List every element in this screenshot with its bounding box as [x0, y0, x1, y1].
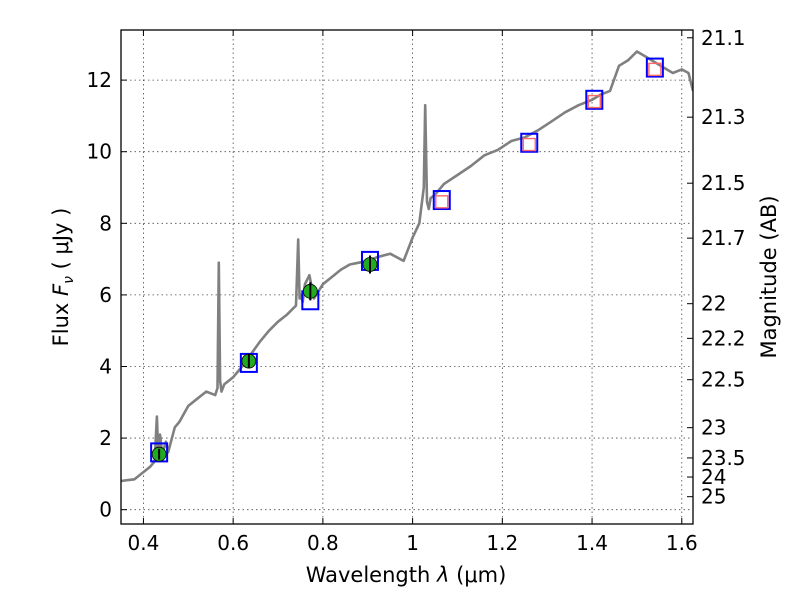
x-tick-label: 0.8 [307, 531, 339, 555]
y-axis-ticks: 0 2 4 6 8 10 12 [87, 68, 127, 522]
x-axis-ticks: 0.4 0.6 0.8 1 1.2 1.4 1.6 [128, 30, 698, 555]
y-tick-label: 0 [99, 498, 112, 522]
x-tick-label: 1.2 [486, 531, 518, 555]
y-tick-label: 4 [99, 354, 112, 378]
grid [121, 30, 693, 524]
x-tick-label: 0.4 [128, 531, 160, 555]
y-tick-label: 8 [99, 211, 112, 235]
x-tick-label: 1.4 [576, 531, 608, 555]
x-tick-label: 0.6 [217, 531, 249, 555]
right-tick-label: 22.5 [701, 368, 746, 392]
right-tick-label: 21.1 [701, 26, 746, 50]
axes-frame [120, 29, 694, 525]
x-tick-label: 1 [406, 531, 419, 555]
right-tick-label: 22.2 [701, 326, 746, 350]
right-tick-label: 21.5 [701, 171, 746, 195]
model-point [520, 132, 539, 153]
right-tick-label: 23 [701, 416, 726, 440]
x-tick-label: 1.6 [666, 531, 698, 555]
observed-nir-point [435, 195, 449, 209]
spectrum-line [121, 50, 693, 483]
y-axis-title: Flux Fν ( μJy ) [49, 208, 77, 347]
model-point [645, 57, 664, 78]
right-tick-label: 23.5 [701, 446, 746, 470]
right-tick-label: 21.7 [701, 226, 746, 250]
model-point [585, 89, 604, 110]
y-tick-label: 12 [87, 68, 112, 92]
y-tick-label: 6 [99, 283, 112, 307]
observed-nir-point [587, 94, 602, 109]
right-tick-label: 22 [701, 292, 726, 316]
right-tick-label: 24 [701, 465, 726, 489]
right-tick-label: 21.3 [701, 105, 746, 129]
observed-nir-point [522, 137, 536, 152]
observed-nir-point [648, 62, 662, 77]
model-point [432, 190, 451, 211]
right-axis-title: Magnitude (AB) [757, 195, 781, 358]
right-tick-label: 25 [701, 485, 726, 509]
y-tick-label: 10 [87, 140, 112, 164]
x-axis-title: Wavelength λ (μm) [306, 563, 507, 587]
y-tick-label: 2 [99, 426, 112, 450]
plot-series [121, 50, 693, 483]
plot-area [121, 50, 693, 483]
